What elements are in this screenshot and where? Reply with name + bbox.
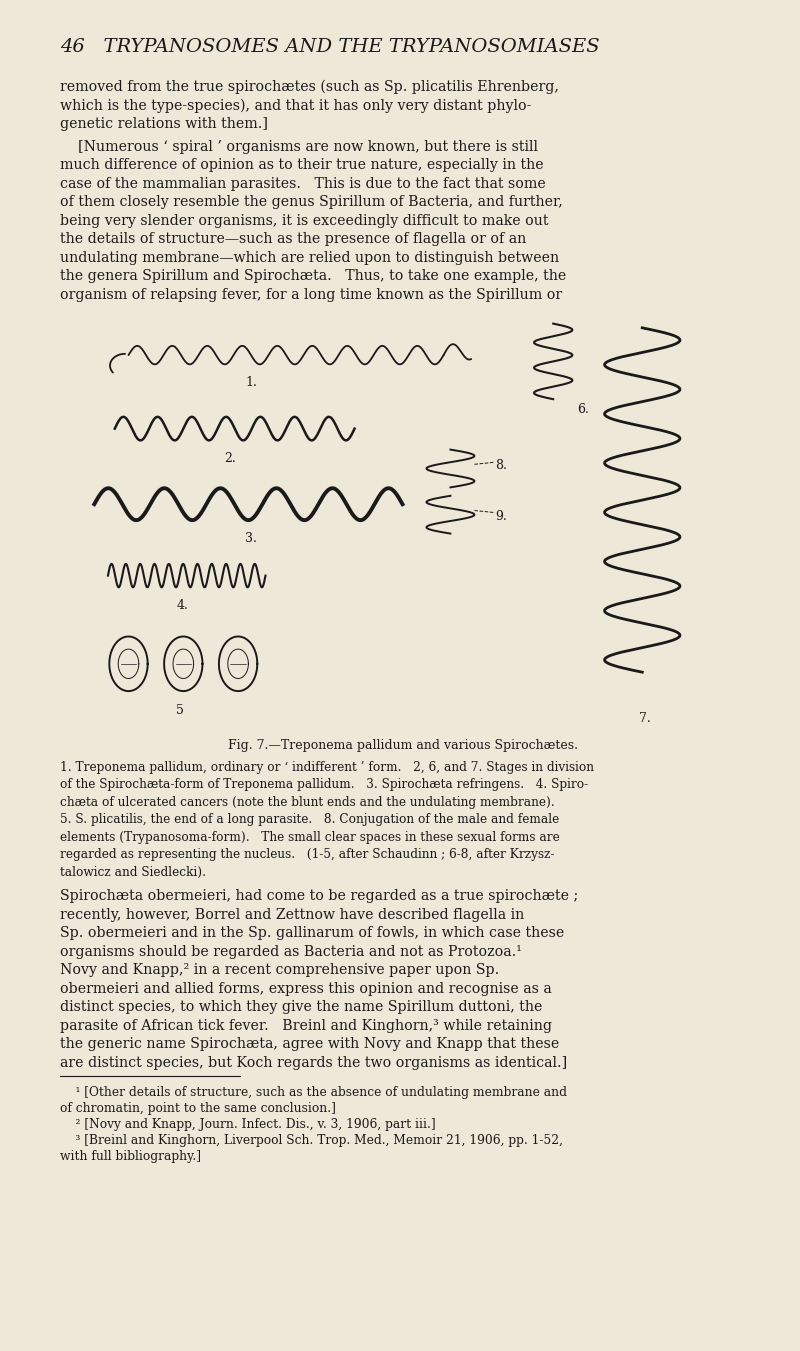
Text: parasite of African tick fever.   Breinl and Kinghorn,³ while retaining: parasite of African tick fever. Breinl a… bbox=[60, 1019, 552, 1032]
Text: being very slender organisms, it is exceedingly difficult to make out: being very slender organisms, it is exce… bbox=[60, 213, 549, 227]
Text: ¹ [Other details of structure, such as the absence of undulating membrane and: ¹ [Other details of structure, such as t… bbox=[60, 1086, 567, 1098]
Text: 8.: 8. bbox=[495, 459, 507, 473]
Text: which is the type-species), and that it has only very distant phylo-: which is the type-species), and that it … bbox=[60, 99, 531, 113]
Text: 7.: 7. bbox=[639, 712, 650, 725]
Text: 9.: 9. bbox=[495, 509, 506, 523]
Text: ² [Novy and Knapp, Journ. Infect. Dis., v. 3, 1906, part iii.]: ² [Novy and Knapp, Journ. Infect. Dis., … bbox=[60, 1119, 436, 1131]
Text: Sp. obermeieri and in the Sp. gallinarum of fowls, in which case these: Sp. obermeieri and in the Sp. gallinarum… bbox=[60, 925, 564, 940]
Text: obermeieri and allied forms, express this opinion and recognise as a: obermeieri and allied forms, express thi… bbox=[60, 981, 552, 996]
Text: elements (Trypanosoma-form).   The small clear spaces in these sexual forms are: elements (Trypanosoma-form). The small c… bbox=[60, 831, 560, 843]
Text: of them closely resemble the genus Spirillum of Bacteria, and further,: of them closely resemble the genus Spiri… bbox=[60, 195, 562, 209]
Text: chæta of ulcerated cancers (note the blunt ends and the undulating membrane).: chæta of ulcerated cancers (note the blu… bbox=[60, 796, 554, 808]
Text: talowicz and Siedlecki).: talowicz and Siedlecki). bbox=[60, 866, 206, 878]
Text: with full bibliography.]: with full bibliography.] bbox=[60, 1150, 201, 1163]
Text: organisms should be regarded as Bacteria and not as Protozoa.¹: organisms should be regarded as Bacteria… bbox=[60, 944, 522, 958]
Text: of the Spirochæta-form of Treponema pallidum.   3. Spirochæta refringens.   4. S: of the Spirochæta-form of Treponema pall… bbox=[60, 778, 588, 790]
Text: 5: 5 bbox=[177, 704, 184, 716]
Text: 46   TRYPANOSOMES AND THE TRYPANOSOMIASES: 46 TRYPANOSOMES AND THE TRYPANOSOMIASES bbox=[60, 38, 600, 55]
Text: the details of structure—such as the presence of flagella or of an: the details of structure—such as the pre… bbox=[60, 232, 526, 246]
Text: [Numerous ‘ spiral ’ organisms are now known, but there is still: [Numerous ‘ spiral ’ organisms are now k… bbox=[60, 139, 538, 154]
Text: case of the mammalian parasites.   This is due to the fact that some: case of the mammalian parasites. This is… bbox=[60, 177, 546, 190]
Text: 3.: 3. bbox=[245, 531, 257, 544]
Text: ³ [Breinl and Kinghorn, Liverpool Sch. Trop. Med., Memoir 21, 1906, pp. 1-52,: ³ [Breinl and Kinghorn, Liverpool Sch. T… bbox=[60, 1133, 563, 1147]
Text: of chromatin, point to the same conclusion.]: of chromatin, point to the same conclusi… bbox=[60, 1102, 336, 1115]
Text: 6.: 6. bbox=[577, 404, 589, 416]
Text: 2.: 2. bbox=[224, 451, 236, 465]
Text: organism of relapsing fever, for a long time known as the Spirillum or: organism of relapsing fever, for a long … bbox=[60, 288, 562, 301]
Text: 1.: 1. bbox=[245, 376, 257, 389]
Text: undulating membrane—which are relied upon to distinguish between: undulating membrane—which are relied upo… bbox=[60, 250, 559, 265]
Text: regarded as representing the nucleus.   (1-5, after Schaudinn ; 6-8, after Krzys: regarded as representing the nucleus. (1… bbox=[60, 848, 554, 861]
Text: 4.: 4. bbox=[177, 598, 188, 612]
Text: the genera Spirillum and Spirochæta.   Thus, to take one example, the: the genera Spirillum and Spirochæta. Thu… bbox=[60, 269, 566, 282]
Text: Fig. 7.—Treponema pallidum and various Spirochætes.: Fig. 7.—Treponema pallidum and various S… bbox=[227, 739, 578, 753]
Text: the generic name Spirochæta, agree with Novy and Knapp that these: the generic name Spirochæta, agree with … bbox=[60, 1038, 559, 1051]
Text: genetic relations with them.]: genetic relations with them.] bbox=[60, 118, 268, 131]
Text: Spirochæta obermeieri, had come to be regarded as a true spirochæte ;: Spirochæta obermeieri, had come to be re… bbox=[60, 889, 578, 902]
Text: 5. S. plicatilis, the end of a long parasite.   8. Conjugation of the male and f: 5. S. plicatilis, the end of a long para… bbox=[60, 813, 559, 825]
Text: Novy and Knapp,² in a recent comprehensive paper upon Sp.: Novy and Knapp,² in a recent comprehensi… bbox=[60, 963, 499, 977]
Text: 1. Treponema pallidum, ordinary or ‘ indifferent ’ form.   2, 6, and 7. Stages i: 1. Treponema pallidum, ordinary or ‘ ind… bbox=[60, 761, 594, 774]
Text: are distinct species, but Koch regards the two organisms as identical.]: are distinct species, but Koch regards t… bbox=[60, 1055, 567, 1070]
Text: recently, however, Borrel and Zettnow have described flagella in: recently, however, Borrel and Zettnow ha… bbox=[60, 908, 524, 921]
Text: much difference of opinion as to their true nature, especially in the: much difference of opinion as to their t… bbox=[60, 158, 544, 172]
Text: removed from the true spirochætes (such as Sp. plicatilis Ehrenberg,: removed from the true spirochætes (such … bbox=[60, 80, 559, 95]
Text: distinct species, to which they give the name Spirillum duttoni, the: distinct species, to which they give the… bbox=[60, 1000, 542, 1015]
